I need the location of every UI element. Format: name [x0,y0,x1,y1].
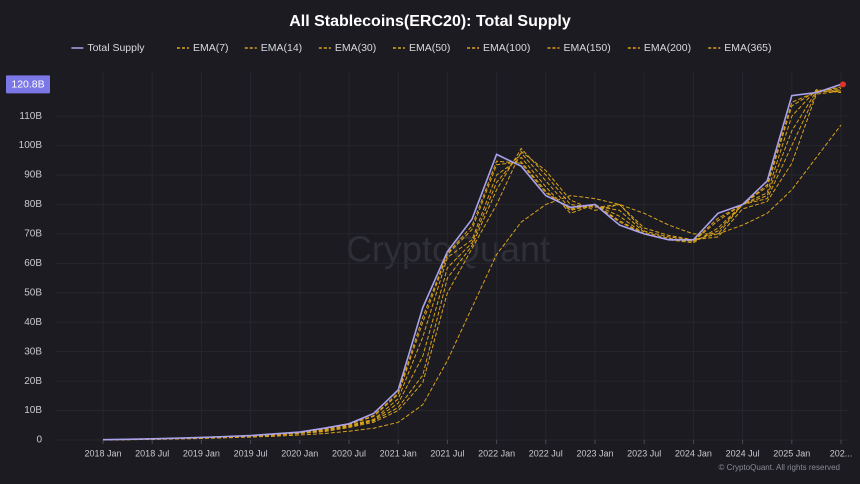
legend-label: EMA(100) [483,42,530,54]
x-tick-label: 2021 Jan [380,448,417,458]
x-tick-label: 2023 Jan [576,448,613,458]
y-tick-label: 60B [24,258,42,269]
legend-label: EMA(200) [644,42,691,54]
x-tick-label: 2019 Jan [183,448,220,458]
legend-label: Total Supply [87,42,145,54]
y-tick-label: 50B [24,287,42,298]
value-badge [6,75,50,94]
total-supply-line [102,83,842,441]
x-tick-label: 2022 Jan [478,448,515,458]
legend-label: EMA(150) [563,42,610,54]
x-tick-label: 2020 Jul [332,448,366,458]
x-tick-label: 2021 Jul [430,448,464,458]
legend-label: EMA(50) [409,42,450,54]
chart-title: All Stablecoins(ERC20): Total Supply [289,13,571,30]
legend-label: EMA(14) [261,42,302,54]
x-tick-label: 2018 Jul [135,448,169,458]
ema-line [103,124,842,441]
y-tick-label: 110B [19,111,42,122]
x-tick-label: 2024 Jan [675,448,712,458]
x-tick-label: 2022 Jul [529,448,563,458]
y-tick-label: 30B [24,346,42,357]
y-tick-label: 100B [19,140,43,151]
legend: Total Supply EMA(7) EMA(14) EMA(30) EMA(50) E… [71,42,772,54]
x-tick-label: 2020 Jan [281,448,318,458]
x-tick-label: 2018 Jan [84,448,121,458]
value-label: 120.8B [11,79,44,91]
x-tick-label: 2024 Jul [726,448,760,458]
y-tick-label: 20B [24,376,42,387]
legend-label: EMA(7) [193,42,229,54]
y-tick-label: 70B [24,229,42,240]
legend-label: EMA(365) [724,42,771,54]
x-tick-label: 2025 Jan [773,448,810,458]
x-tick-label: 202... [830,448,853,458]
legend-label: EMA(30) [335,42,376,54]
x-tick-label: 2023 Jul [627,448,661,458]
watermark: CryptoQuant [346,229,550,270]
y-tick-label: 40B [24,317,42,328]
y-tick-label: 90B [24,170,42,181]
source-note: © CryptoQuant. All rights reserved [719,463,841,472]
y-tick-label: 0 [36,435,42,446]
y-tick-label: 80B [24,199,42,210]
y-tick-label: 10B [24,405,42,416]
last-point [840,81,846,88]
x-tick-label: 2019 Jul [234,448,268,458]
